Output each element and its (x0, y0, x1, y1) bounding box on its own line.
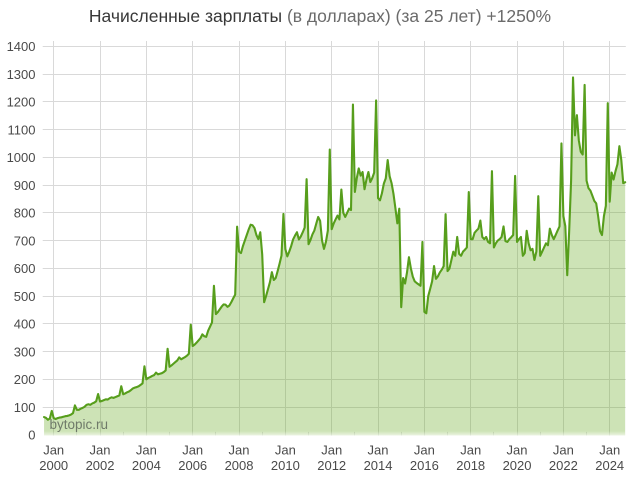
svg-text:Jan: Jan (599, 442, 620, 457)
svg-text:Jan: Jan (136, 442, 157, 457)
svg-text:300: 300 (14, 344, 36, 359)
svg-text:700: 700 (14, 233, 36, 248)
svg-text:2006: 2006 (178, 458, 207, 473)
svg-text:Jan: Jan (553, 442, 574, 457)
svg-text:Начисленные зарплаты (в доллар: Начисленные зарплаты (в долларах) (за 25… (89, 6, 551, 26)
svg-text:2024: 2024 (595, 458, 624, 473)
svg-text:1100: 1100 (8, 122, 36, 137)
svg-text:bytopic.ru: bytopic.ru (50, 417, 109, 432)
svg-text:1300: 1300 (7, 67, 36, 82)
svg-text:1000: 1000 (7, 150, 36, 165)
svg-text:2020: 2020 (503, 458, 532, 473)
svg-text:Jan: Jan (182, 442, 203, 457)
svg-text:400: 400 (14, 317, 36, 332)
svg-text:Jan: Jan (507, 442, 528, 457)
svg-text:800: 800 (14, 206, 36, 221)
svg-text:1200: 1200 (7, 95, 36, 110)
svg-text:Jan: Jan (275, 442, 296, 457)
svg-text:Jan: Jan (321, 442, 342, 457)
svg-text:2012: 2012 (317, 458, 346, 473)
svg-text:Jan: Jan (90, 442, 111, 457)
svg-text:0: 0 (28, 428, 35, 443)
svg-text:2016: 2016 (410, 458, 439, 473)
svg-text:Jan: Jan (460, 442, 481, 457)
svg-text:200: 200 (14, 372, 36, 387)
svg-text:2018: 2018 (456, 458, 485, 473)
svg-text:2010: 2010 (271, 458, 300, 473)
svg-text:2022: 2022 (549, 458, 578, 473)
svg-text:1400: 1400 (7, 39, 36, 54)
svg-text:900: 900 (14, 178, 36, 193)
svg-text:Jan: Jan (414, 442, 435, 457)
svg-text:Jan: Jan (43, 442, 64, 457)
svg-text:Jan: Jan (229, 442, 250, 457)
svg-text:2008: 2008 (225, 458, 254, 473)
svg-text:2004: 2004 (132, 458, 161, 473)
svg-text:2014: 2014 (364, 458, 393, 473)
svg-text:2000: 2000 (39, 458, 68, 473)
svg-text:100: 100 (14, 400, 36, 415)
svg-text:500: 500 (14, 289, 36, 304)
svg-text:Jan: Jan (368, 442, 389, 457)
svg-text:600: 600 (14, 261, 36, 276)
svg-text:2002: 2002 (86, 458, 115, 473)
